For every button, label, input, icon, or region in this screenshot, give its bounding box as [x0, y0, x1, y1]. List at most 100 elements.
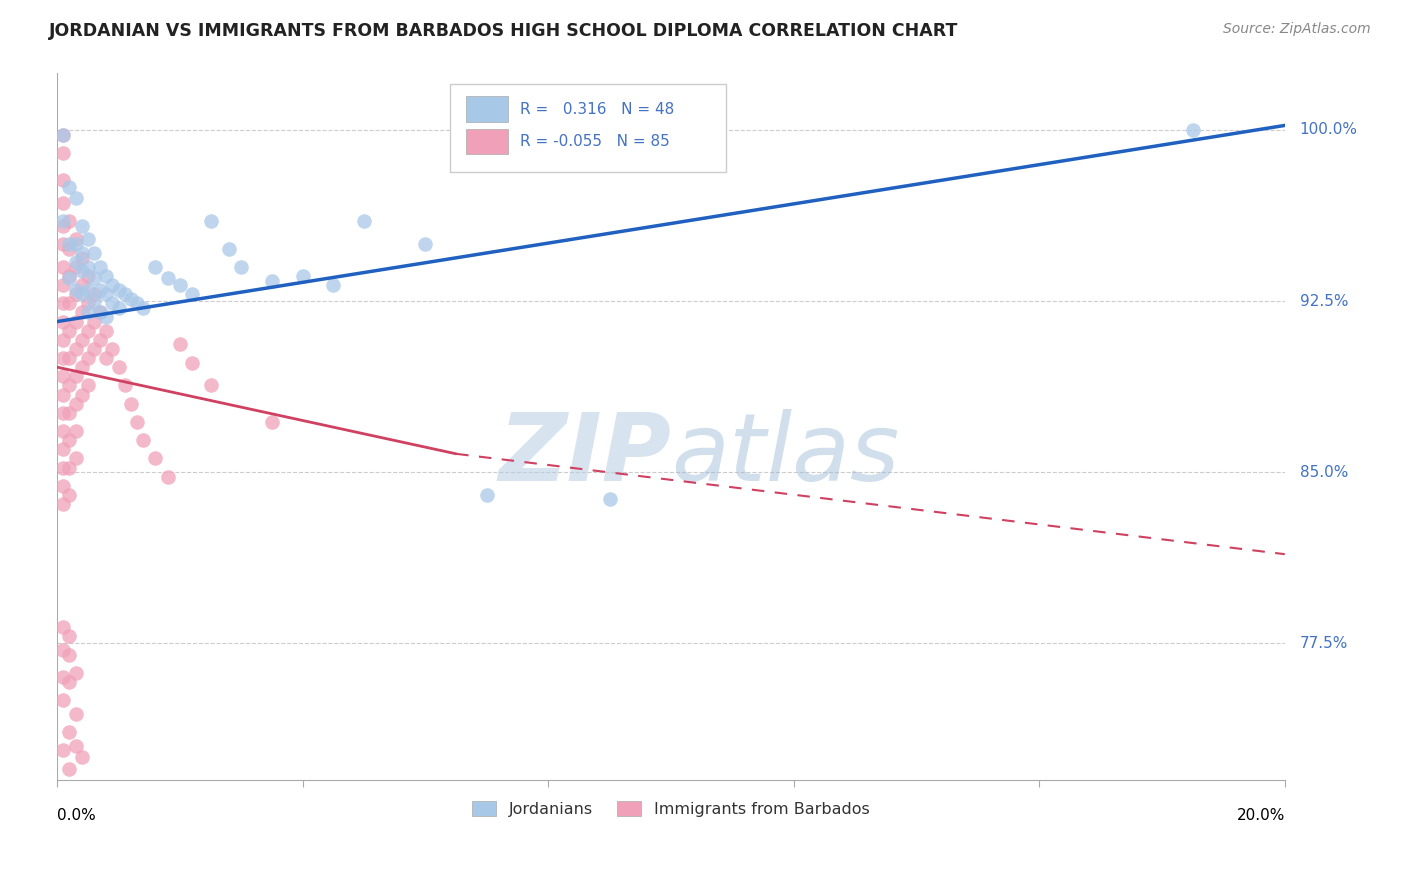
Point	[181, 287, 204, 301]
Point	[83, 293, 105, 308]
Point	[70, 219, 93, 233]
Point	[96, 310, 118, 324]
Point	[83, 287, 105, 301]
Point	[145, 451, 167, 466]
Point	[52, 351, 75, 365]
Point	[107, 283, 129, 297]
Point	[120, 292, 142, 306]
FancyBboxPatch shape	[465, 128, 508, 154]
Point	[76, 232, 98, 246]
Text: JORDANIAN VS IMMIGRANTS FROM BARBADOS HIGH SCHOOL DIPLOMA CORRELATION CHART: JORDANIAN VS IMMIGRANTS FROM BARBADOS HI…	[49, 22, 959, 40]
Text: 100.0%: 100.0%	[1299, 122, 1358, 137]
Point	[101, 296, 124, 310]
Point	[52, 693, 75, 707]
Point	[76, 324, 98, 338]
Point	[52, 620, 75, 634]
Text: ZIP: ZIP	[498, 409, 671, 500]
Point	[58, 271, 80, 285]
Point	[101, 342, 124, 356]
Point	[65, 237, 87, 252]
Text: Source: ZipAtlas.com: Source: ZipAtlas.com	[1223, 22, 1371, 37]
Point	[125, 296, 148, 310]
Point	[156, 469, 179, 483]
Point	[52, 145, 75, 160]
Point	[58, 378, 80, 392]
Point	[52, 497, 75, 511]
Text: atlas: atlas	[671, 409, 900, 500]
Point	[125, 415, 148, 429]
Point	[52, 479, 75, 493]
Text: R = -0.055   N = 85: R = -0.055 N = 85	[520, 134, 669, 149]
Point	[58, 762, 80, 776]
Point	[52, 369, 75, 384]
Point	[52, 442, 75, 457]
Point	[415, 237, 437, 252]
Point	[58, 460, 80, 475]
Point	[96, 351, 118, 365]
Point	[96, 287, 118, 301]
Point	[1181, 123, 1204, 137]
FancyBboxPatch shape	[465, 96, 508, 122]
Point	[58, 488, 80, 502]
Point	[96, 268, 118, 283]
Point	[58, 237, 80, 252]
Point	[156, 271, 179, 285]
Point	[58, 629, 80, 643]
Point	[52, 214, 75, 228]
Point	[52, 743, 75, 757]
Point	[70, 278, 93, 293]
Point	[169, 337, 191, 351]
Point	[65, 665, 87, 680]
Point	[218, 242, 240, 256]
Point	[52, 643, 75, 657]
Point	[76, 305, 98, 319]
Point	[260, 415, 283, 429]
Text: 20.0%: 20.0%	[1236, 808, 1285, 823]
Point	[89, 333, 111, 347]
Point	[114, 287, 136, 301]
Point	[65, 191, 87, 205]
Point	[83, 314, 105, 328]
Point	[70, 251, 93, 265]
Point	[65, 706, 87, 721]
Legend: Jordanians, Immigrants from Barbados: Jordanians, Immigrants from Barbados	[464, 793, 877, 825]
Point	[83, 271, 105, 285]
Point	[52, 260, 75, 274]
Point	[322, 278, 344, 293]
Point	[65, 260, 87, 274]
Point	[58, 242, 80, 256]
Point	[70, 305, 93, 319]
Point	[52, 237, 75, 252]
Point	[76, 296, 98, 310]
Text: 77.5%: 77.5%	[1299, 636, 1348, 650]
Point	[107, 360, 129, 375]
Point	[76, 283, 98, 297]
Text: 0.0%: 0.0%	[58, 808, 96, 823]
Point	[58, 351, 80, 365]
Point	[200, 378, 222, 392]
Point	[52, 278, 75, 293]
Y-axis label: High School Diploma: High School Diploma	[0, 347, 7, 506]
Point	[65, 397, 87, 411]
Point	[58, 324, 80, 338]
Point	[291, 268, 314, 283]
Point	[475, 488, 498, 502]
Point	[76, 351, 98, 365]
Point	[114, 378, 136, 392]
Point	[260, 273, 283, 287]
Point	[58, 725, 80, 739]
Point	[58, 180, 80, 194]
Point	[52, 424, 75, 438]
Point	[52, 219, 75, 233]
Point	[65, 232, 87, 246]
Point	[52, 460, 75, 475]
Text: R =   0.316   N = 48: R = 0.316 N = 48	[520, 102, 675, 117]
Point	[83, 342, 105, 356]
Point	[107, 301, 129, 315]
Point	[132, 301, 155, 315]
Point	[65, 283, 87, 297]
Point	[70, 750, 93, 764]
Point	[58, 674, 80, 689]
Point	[65, 287, 87, 301]
Point	[353, 214, 375, 228]
